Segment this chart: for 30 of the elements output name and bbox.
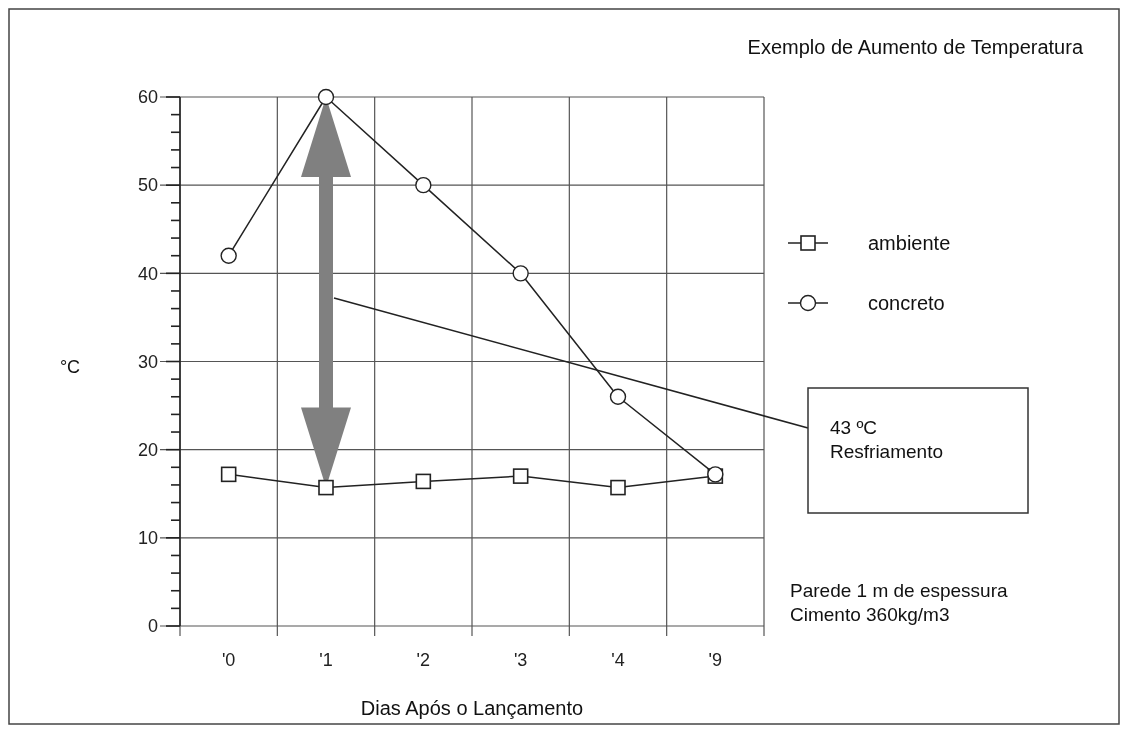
x-tick-label: '0: [221, 650, 236, 670]
y-tick-label: 60: [137, 87, 158, 108]
text: Parede 1 m de espessura Cimento 360kg/m3: [790, 580, 1009, 625]
y-axis-title: °C: [59, 357, 81, 377]
x-axis-title: Dias Após o Lançamento: [360, 697, 584, 719]
y-tick-label: 40: [137, 263, 158, 284]
legend-label: concreto: [868, 292, 945, 314]
point: [512, 265, 529, 282]
point: [220, 466, 237, 483]
y-tick-label: 0: [147, 616, 158, 637]
y-tick-label: 10: [137, 528, 158, 549]
point: [318, 479, 334, 496]
x-tick-label: '3: [513, 650, 528, 670]
y-tick-label: 50: [137, 175, 158, 196]
legend-label: ambiente: [868, 232, 951, 254]
text: Exemplo de Aumento de Temperatura: [747, 36, 1084, 58]
text: 43 ºC Resfriamento: [830, 417, 943, 462]
x-tick-label: '2: [416, 650, 431, 670]
x-tick-label: '1: [319, 650, 333, 670]
point: [220, 247, 237, 264]
point: [317, 88, 335, 106]
x-tick-label: '4: [611, 650, 625, 670]
point: [609, 388, 627, 405]
x-tick-label: '9: [708, 650, 723, 670]
point: [415, 176, 432, 194]
point: [512, 468, 529, 484]
y-tick-label: 20: [137, 439, 158, 460]
point: [610, 479, 626, 496]
y-tick-label: 30: [137, 351, 158, 372]
point: [415, 473, 432, 490]
